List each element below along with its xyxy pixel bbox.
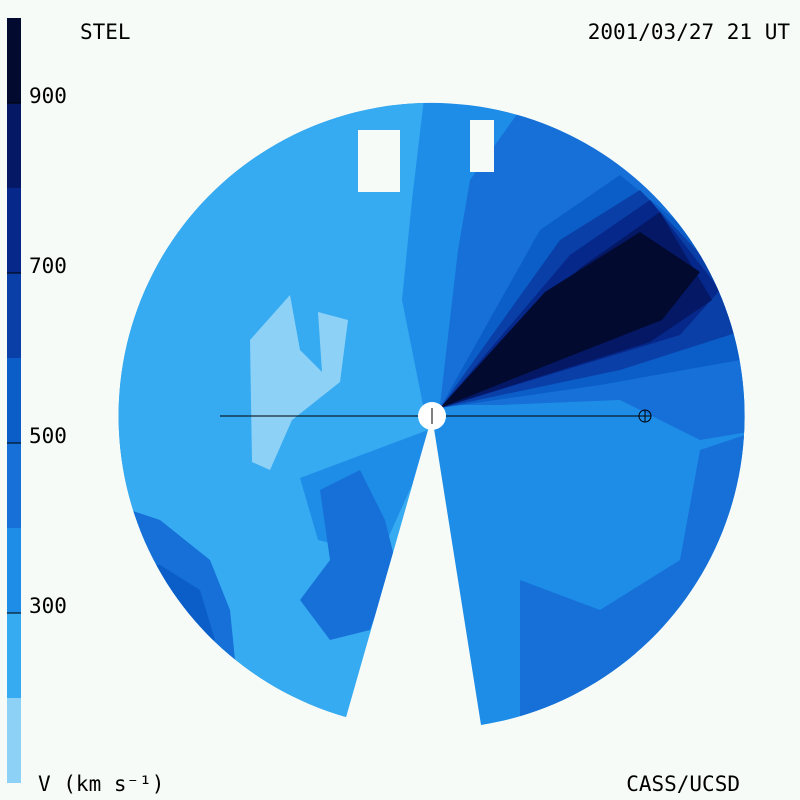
colorbar-band [7, 613, 21, 698]
colorbar-band [7, 103, 21, 188]
colorbar-tick-label: 700 [29, 254, 67, 278]
colorbar-band [7, 358, 21, 443]
colorbar-band [7, 188, 21, 273]
data-gap [358, 130, 400, 192]
colorbar-band [7, 443, 21, 528]
colorbar-tick-label: 900 [29, 84, 67, 108]
credit: CASS/UCSD [626, 772, 740, 796]
data-gap [470, 120, 494, 172]
region [250, 295, 348, 470]
region [300, 470, 395, 640]
colorbar-tick-label: 300 [29, 594, 67, 618]
colorbar: 300 500 700 900 [7, 18, 67, 783]
colorbar-band [7, 18, 21, 103]
colorbar-label: V (km s⁻¹) [38, 772, 164, 796]
colorbar-band [7, 273, 21, 358]
colorbar-band [7, 528, 21, 613]
subtitle: 2001/03/27 21 UT [588, 20, 791, 44]
region [440, 232, 700, 408]
colorbar-band [7, 698, 21, 783]
title: STEL [80, 20, 131, 44]
colorbar-tick-label: 500 [29, 424, 67, 448]
